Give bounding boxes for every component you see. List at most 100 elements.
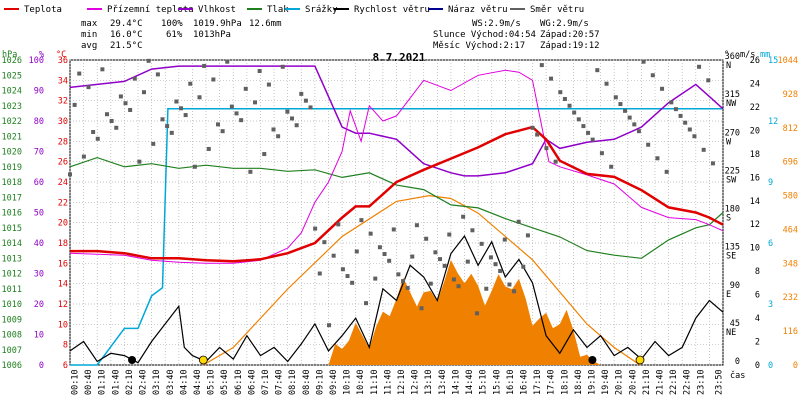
tick-dir-deg: 45 [730,319,740,329]
tick-hpa: 1022 [2,117,22,127]
series-smer-point [72,102,77,107]
series-smer-point [669,100,674,105]
series-smer-point [701,147,706,152]
tick-temp: 8 [63,341,68,351]
series-smer-point [174,99,179,104]
axis-units: hPa % °C ° m/s mm čas [2,50,770,381]
tick-dir-name: NE [726,328,736,338]
tick-hpa: 1014 [2,239,22,249]
axis-unit-c: °C [56,50,66,60]
series-smer-point [350,280,355,285]
series-smer-point [475,311,480,316]
series-smer-point [220,129,225,134]
tick-x: 19:40 [601,369,611,395]
tick-dir-name: S [726,214,731,224]
tick-x: 09:10 [315,369,325,395]
series-smer-point [544,146,549,151]
series-smer-point [160,117,165,122]
legend-label-teplota: Teplota [24,5,62,15]
tick-temp: 28 [58,137,68,147]
tick-dir-deg: 360 [725,52,740,62]
series-smer-point [294,123,299,128]
tick-wm2: 0 [793,361,798,371]
stat-ws: WS:2.9m/s [472,19,521,29]
series-smer-point [687,127,692,132]
series-smer-point [359,218,364,223]
series-smer-point [271,127,276,132]
series-smer-point [461,214,466,219]
axis-unit-deg: ° [724,50,729,60]
series-smer-point [613,95,618,100]
series-vlhkost [69,65,724,177]
tick-hpa: 1024 [2,87,22,97]
series-smer-point [77,71,82,76]
legend-label-smer: Směr větru [530,5,584,15]
series-smer-point [142,90,147,95]
tick-dir-name: N [726,61,731,71]
series-smer-point [368,231,373,236]
series-smer-point [516,219,521,224]
tick-hpa: 1008 [2,331,22,341]
series-smer-point [262,152,267,157]
tick-temp: 34 [58,76,68,86]
tick-mm: 12 [768,117,778,127]
tick-dir-name: SE [726,252,736,262]
tick-x: 18:10 [560,369,570,395]
series-smer-point [128,107,133,112]
tick-pct: 80 [34,117,44,127]
series-smer-point [118,94,123,99]
series-smer-point [562,96,567,101]
stat-max-press: 1019.9hPa [193,19,242,29]
tick-temp: 24 [58,178,68,188]
series-rychlost [69,234,724,364]
series-smer-point [442,263,447,268]
axis-unit-ms: m/s [740,50,755,60]
series-smer-point [586,130,591,135]
tick-x: 17:10 [533,369,543,395]
tick-ms: 12 [750,220,760,230]
tick-ms: 2 [755,338,760,348]
series-smer-point [364,301,369,306]
stat-min-press: 1013hPa [193,30,231,40]
series-smer-point [308,105,313,110]
tick-dir-deg: 270 [725,128,740,138]
stat-min-label: min [81,30,97,40]
tick-x: 06:40 [247,369,257,395]
tick-dir-deg: 135 [725,243,740,253]
tick-hpa: 1009 [2,315,22,325]
tick-temp: 36 [58,56,68,66]
series-tlak [69,156,724,259]
series-smer-point [438,257,443,262]
tick-mm: 15 [768,56,778,66]
series-smer-point [632,122,637,127]
tick-hpa: 1013 [2,254,22,264]
tick-hpa: 1011 [2,285,22,295]
series-smer-point [243,86,248,91]
series-smer-point [211,77,216,82]
stat-max-temp: 29.4°C [110,19,143,29]
tick-wm2: 116 [783,327,798,337]
series-smer-point [290,116,295,121]
series-smer-point [206,146,211,151]
tick-dir-name: SW [726,175,737,185]
series-smer-point [498,268,503,273]
series-smer-point [146,58,151,63]
series-smer-point [697,64,702,69]
tick-x: 09:40 [329,369,339,395]
tick-hpa: 1007 [2,346,22,356]
tick-dir-name: E [726,290,731,300]
tick-dir-deg: 0 [735,357,740,367]
tick-wm2: 928 [783,90,798,100]
series-smer-point [151,141,156,146]
legend-label-srazky: Srážky [305,5,338,15]
tick-x: 16:10 [506,369,516,395]
tick-hpa: 1019 [2,163,22,173]
series-smer-point [456,284,461,289]
tick-x: 21:40 [656,369,666,395]
series-smer-point [155,72,160,77]
series-smer-point [132,76,137,81]
tick-x: 02:40 [139,369,149,395]
tick-hpa: 1006 [2,361,22,371]
tick-hpa: 1021 [2,132,22,142]
tick-wm2: 348 [783,259,798,269]
